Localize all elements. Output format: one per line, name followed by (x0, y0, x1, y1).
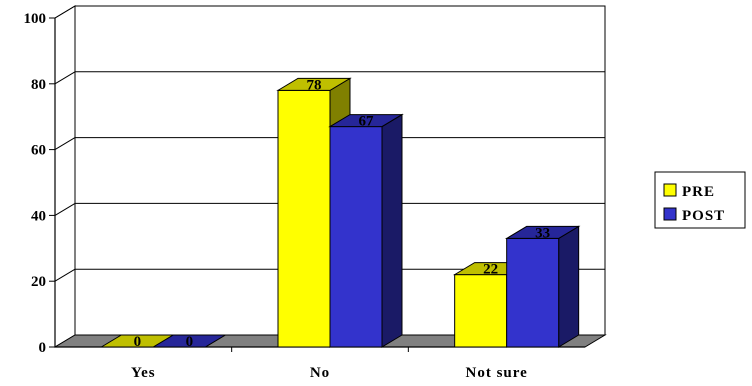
post-bar-yes-value-label: 0 (186, 334, 194, 350)
bars (99, 77, 581, 348)
x-tick-label-not-sure: Not sure (466, 365, 528, 381)
y-tick-label-40: 40 (31, 208, 46, 224)
pre-bar-not-sure-front (454, 274, 508, 348)
y-tick-label-80: 80 (31, 77, 46, 93)
legend: PRE POST (654, 171, 746, 229)
post-bar-not-sure (504, 225, 581, 348)
pre-bar-no-value-label: 78 (307, 77, 322, 93)
pre-bar-no-front (277, 89, 331, 348)
gridline-side-80 (54, 71, 76, 85)
y-tick-label-0: 0 (39, 340, 47, 356)
post-bar-yes (151, 334, 228, 348)
post-bar-not-sure-value-label: 33 (535, 225, 550, 241)
x-tick-label-yes: Yes (131, 365, 156, 381)
legend-swatch-post (663, 207, 677, 221)
x-tick-labels: Yes No Not sure (131, 365, 528, 381)
post-bar-no-top (328, 114, 404, 128)
y-tick-labels: 0 20 40 60 80 100 (24, 11, 47, 356)
pre-bar-not-sure-value-label: 22 (483, 262, 498, 278)
y-tick-label-100: 100 (24, 11, 47, 27)
post-bar-no-side (381, 113, 403, 348)
post-bar-not-sure-side (558, 225, 580, 348)
y-tick-label-60: 60 (31, 143, 46, 159)
y-tick-label-20: 20 (31, 274, 46, 290)
gridline-side-60 (54, 137, 76, 151)
gridline-side-20 (54, 268, 76, 282)
legend-label-post: POST (682, 208, 725, 224)
post-bar-no (328, 113, 404, 348)
data-labels: 0 0 78 67 22 33 (134, 77, 551, 350)
post-bar-not-sure-top (504, 225, 581, 239)
legend-label-pre: PRE (682, 184, 715, 200)
side-wall (54, 5, 76, 348)
post-bar-no-front (329, 126, 383, 348)
legend-swatch-pre (663, 183, 677, 197)
post-bar-no-value-label: 67 (359, 114, 375, 130)
x-tick-label-no: No (310, 365, 330, 381)
pre-bar-yes-value-label: 0 (134, 334, 142, 350)
gridline-side-100 (54, 5, 76, 19)
post-bar-not-sure-front (506, 237, 560, 348)
pre-bar-no-top (276, 77, 352, 91)
gridline-side-40 (54, 202, 76, 216)
post-bar-yes-top (151, 334, 228, 348)
